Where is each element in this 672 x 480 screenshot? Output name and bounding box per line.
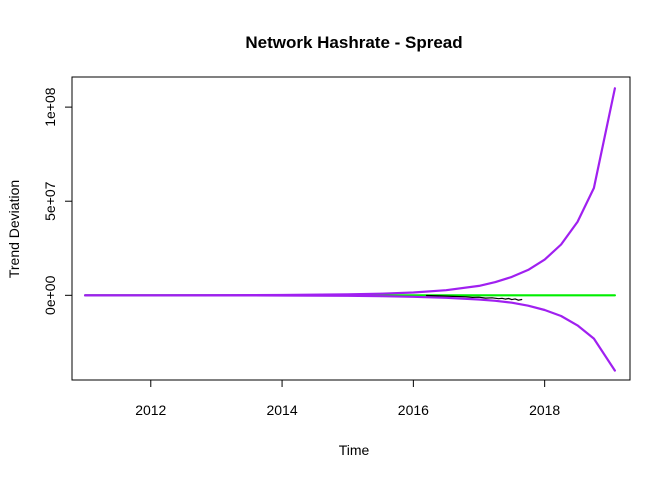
y-axis-label: Trend Deviation — [6, 180, 22, 278]
chart-title: Network Hashrate - Spread — [245, 33, 462, 52]
x-tick-label: 2016 — [398, 402, 429, 418]
x-axis: 2012 2014 2016 2018 — [135, 379, 560, 418]
y-tick-label: 1e+08 — [42, 87, 58, 127]
x-axis-label: Time — [339, 442, 370, 458]
x-tick-label: 2014 — [266, 402, 297, 418]
series-line-lower — [83, 294, 617, 372]
series-layer — [83, 87, 617, 372]
y-tick-label: 0e+00 — [42, 275, 58, 315]
y-tick-label: 5e+07 — [42, 181, 58, 221]
x-tick-label: 2018 — [529, 402, 560, 418]
x-tick-label: 2012 — [135, 402, 166, 418]
series-line-actual — [425, 294, 523, 301]
y-axis: 0e+00 5e+07 1e+08 — [42, 87, 73, 315]
